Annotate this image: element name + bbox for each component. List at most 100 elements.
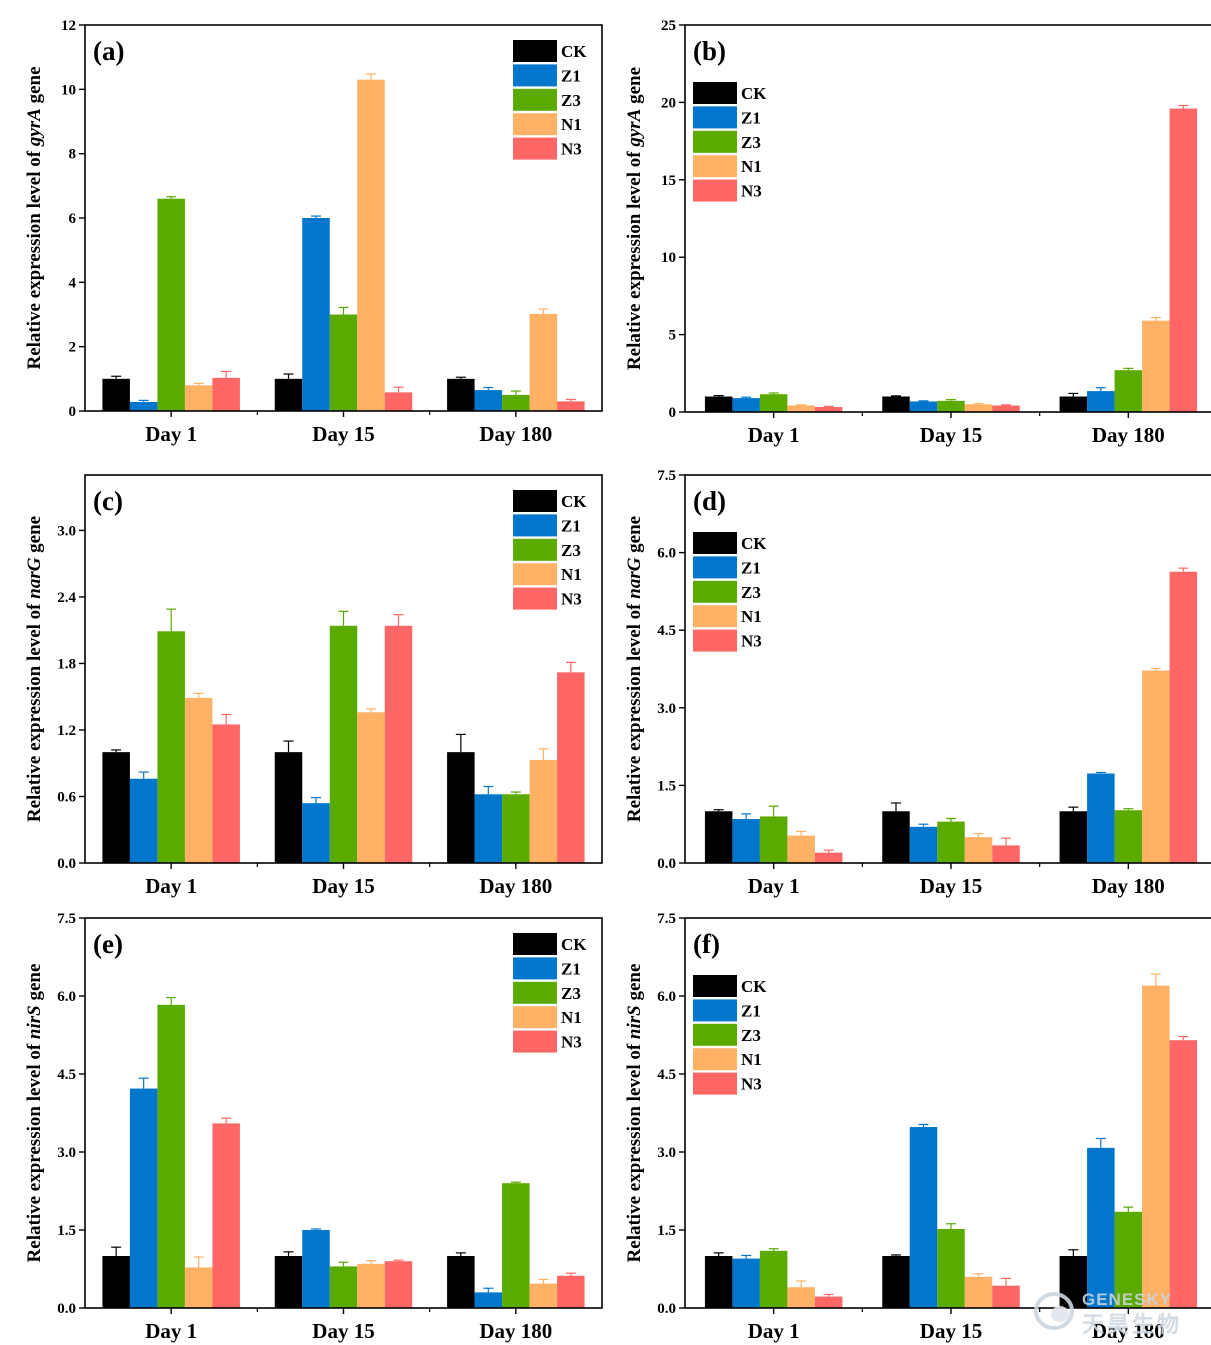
legend: CK Z1 Z3 N1 N3 xyxy=(513,933,587,1053)
bar-z3-day-180 xyxy=(1114,810,1143,863)
legend-swatch-n1 xyxy=(693,605,737,628)
bar-ck-day-180 xyxy=(1059,396,1088,412)
legend-swatch-n1 xyxy=(693,1048,737,1071)
bar-z1-day-1 xyxy=(732,398,760,412)
bar-ck-day-180 xyxy=(447,378,475,411)
bar-n3-day-180 xyxy=(557,1275,585,1308)
bar-z1-day-180 xyxy=(1087,773,1115,863)
legend-label-z1: Z1 xyxy=(561,516,581,535)
y-tick-label: 6 xyxy=(69,211,77,227)
legend-label-z3: Z3 xyxy=(741,1026,761,1045)
panel-label: (b) xyxy=(693,36,726,66)
x-category-label: Day 180 xyxy=(479,422,552,446)
legend: CK Z1 Z3 N1 N3 xyxy=(693,532,767,652)
panel-label: (a) xyxy=(93,36,124,66)
bar-ck-day-15 xyxy=(882,811,910,863)
legend-swatch-z3 xyxy=(513,88,557,111)
y-tick-label: 2 xyxy=(69,340,77,356)
y-tick-label: 1.5 xyxy=(657,778,676,794)
legend-swatch-z3 xyxy=(693,1023,737,1046)
y-tick-label: 10 xyxy=(61,82,76,98)
bar-ck-day-15 xyxy=(882,1256,910,1308)
bar-z1-day-180 xyxy=(474,794,503,863)
legend-swatch-n3 xyxy=(513,587,557,610)
bar-ck-day-15 xyxy=(274,752,303,863)
y-axis-title: Relative expression level of gyrA gene xyxy=(624,67,645,370)
legend-label-ck: CK xyxy=(561,492,587,511)
bar-z1-day-180 xyxy=(474,1292,503,1308)
bar-n1-day-1 xyxy=(184,385,213,411)
legend-label-n1: N1 xyxy=(741,157,762,176)
chart-panel-c: 0.0 0.6 1.2 1.8 2.4 3.0 Day 1 Day 15 Day 180 (c) R… xyxy=(24,474,603,898)
bar-z3-day-1 xyxy=(759,394,788,412)
y-tick-label: 0.0 xyxy=(57,856,76,872)
bar-z1-day-15 xyxy=(909,401,938,412)
legend-label-z1: Z1 xyxy=(741,108,761,127)
legend-swatch-ck xyxy=(693,532,737,554)
x-category-label: Day 1 xyxy=(145,1319,197,1343)
bar-n1-day-180 xyxy=(1142,320,1170,412)
x-category-label: Day 15 xyxy=(312,422,374,446)
bar-ck-day-1 xyxy=(704,1256,733,1308)
bar-z1-day-1 xyxy=(732,1258,760,1308)
bar-z3-day-15 xyxy=(329,625,358,863)
bar-ck-day-1 xyxy=(704,811,733,863)
panel-label: (c) xyxy=(93,486,123,516)
bar-n3-day-15 xyxy=(384,1261,413,1308)
bar-z3-day-15 xyxy=(329,314,358,411)
y-tick-label: 1.5 xyxy=(657,1223,676,1239)
bar-n3-day-15 xyxy=(384,392,413,411)
x-category-label: Day 180 xyxy=(479,1319,552,1343)
legend-swatch-z1 xyxy=(693,999,737,1022)
y-axis-title: Relative expression level of narG gene xyxy=(24,516,45,822)
bar-z3-day-180 xyxy=(502,794,530,863)
bar-n1-day-180 xyxy=(529,759,558,863)
bar-z3-day-1 xyxy=(157,631,185,863)
bar-n1-day-180 xyxy=(529,1283,558,1308)
legend-label-ck: CK xyxy=(561,42,587,61)
x-category-label: Day 1 xyxy=(748,874,800,898)
y-tick-label: 25 xyxy=(661,18,676,34)
legend-label-n3: N3 xyxy=(561,1033,582,1052)
legend-swatch-n3 xyxy=(513,137,557,160)
x-category-label: Day 180 xyxy=(1092,1319,1165,1343)
legend-label-z3: Z3 xyxy=(561,984,581,1003)
bar-n3-day-180 xyxy=(1169,571,1198,863)
x-category-label: Day 15 xyxy=(312,1319,374,1343)
bar-n3-day-1 xyxy=(212,377,240,411)
watermark-swirl-icon xyxy=(1034,1292,1074,1330)
y-tick-label: 1.2 xyxy=(57,723,76,739)
y-tick-label: 4 xyxy=(69,275,77,291)
legend-label-z3: Z3 xyxy=(741,133,761,152)
genesky-watermark-logo: GENESKY 天昊生物 xyxy=(1034,1290,1179,1338)
legend: CK Z1 Z3 N1 N3 xyxy=(513,490,587,610)
bar-z3-day-180 xyxy=(1114,370,1143,412)
legend-label-ck: CK xyxy=(741,534,767,553)
y-tick-label: 1.5 xyxy=(57,1223,76,1239)
bar-n1-day-1 xyxy=(184,697,213,863)
bar-n1-day-15 xyxy=(357,79,385,411)
bar-n3-day-15 xyxy=(992,845,1020,863)
legend-swatch-n3 xyxy=(693,1072,737,1095)
x-category-label: Day 180 xyxy=(479,874,552,898)
y-tick-label: 3.0 xyxy=(657,701,676,717)
bar-n1-day-1 xyxy=(184,1267,213,1308)
chart-panel-d: 0.0 1.5 3.0 4.5 6.0 7.5 Day 1 Day 15 Day 180 (d) R… xyxy=(624,468,1211,898)
legend-swatch-ck xyxy=(693,82,737,104)
y-tick-label: 0 xyxy=(669,405,677,421)
bar-z1-day-180 xyxy=(1087,1147,1115,1308)
legend-swatch-n3 xyxy=(693,179,737,202)
bar-n1-day-1 xyxy=(787,835,815,863)
y-tick-label: 7.5 xyxy=(57,911,76,927)
legend-label-z3: Z3 xyxy=(561,541,581,560)
legend-label-n1: N1 xyxy=(561,115,582,134)
legend-label-n3: N3 xyxy=(741,632,762,651)
legend-swatch-z1 xyxy=(513,957,557,980)
legend-swatch-z1 xyxy=(513,64,557,87)
legend-label-n3: N3 xyxy=(561,590,582,609)
x-category-label: Day 1 xyxy=(748,1319,800,1343)
y-tick-label: 6.0 xyxy=(657,546,676,562)
bar-z1-day-1 xyxy=(129,778,158,863)
bar-z3-day-15 xyxy=(937,400,965,412)
x-category-label: Day 1 xyxy=(145,874,197,898)
